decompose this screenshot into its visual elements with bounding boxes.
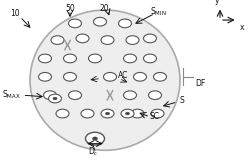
Circle shape: [38, 72, 52, 81]
Circle shape: [76, 34, 89, 43]
Circle shape: [64, 72, 76, 81]
Circle shape: [38, 54, 52, 63]
Circle shape: [121, 109, 134, 118]
Circle shape: [56, 109, 69, 118]
Circle shape: [48, 94, 62, 103]
Text: 50: 50: [65, 4, 75, 13]
Text: S: S: [180, 96, 185, 105]
Text: AC: AC: [118, 71, 128, 80]
Circle shape: [53, 97, 57, 100]
Circle shape: [101, 109, 114, 118]
Circle shape: [126, 112, 130, 115]
Circle shape: [88, 54, 102, 63]
Circle shape: [148, 91, 162, 100]
Circle shape: [101, 36, 114, 44]
Circle shape: [51, 36, 64, 44]
Ellipse shape: [30, 10, 180, 150]
Circle shape: [126, 36, 139, 44]
Circle shape: [104, 72, 117, 81]
Circle shape: [86, 132, 104, 145]
Circle shape: [44, 91, 57, 100]
Circle shape: [131, 109, 144, 118]
Circle shape: [154, 72, 166, 81]
Circle shape: [134, 72, 146, 81]
Circle shape: [94, 17, 106, 26]
Circle shape: [144, 54, 156, 63]
Text: DF: DF: [195, 79, 205, 88]
Circle shape: [81, 109, 94, 118]
Text: SC: SC: [150, 112, 160, 121]
Circle shape: [144, 34, 156, 43]
Circle shape: [124, 91, 136, 100]
Circle shape: [68, 19, 82, 28]
Text: D$_{\mathregular{c}}$: D$_{\mathregular{c}}$: [88, 146, 98, 158]
Circle shape: [118, 19, 132, 28]
Circle shape: [92, 137, 98, 140]
Text: 20: 20: [100, 4, 110, 13]
Text: x: x: [240, 23, 244, 32]
Text: y: y: [215, 0, 220, 5]
Circle shape: [124, 54, 136, 63]
Circle shape: [151, 109, 164, 118]
Circle shape: [68, 91, 82, 100]
Text: S$_{\mathregular{MIN}}$: S$_{\mathregular{MIN}}$: [150, 6, 166, 18]
Text: 10: 10: [10, 9, 20, 18]
Text: S$_{\mathregular{MAX}}$: S$_{\mathregular{MAX}}$: [2, 89, 21, 101]
Circle shape: [64, 54, 76, 63]
Circle shape: [106, 112, 110, 115]
